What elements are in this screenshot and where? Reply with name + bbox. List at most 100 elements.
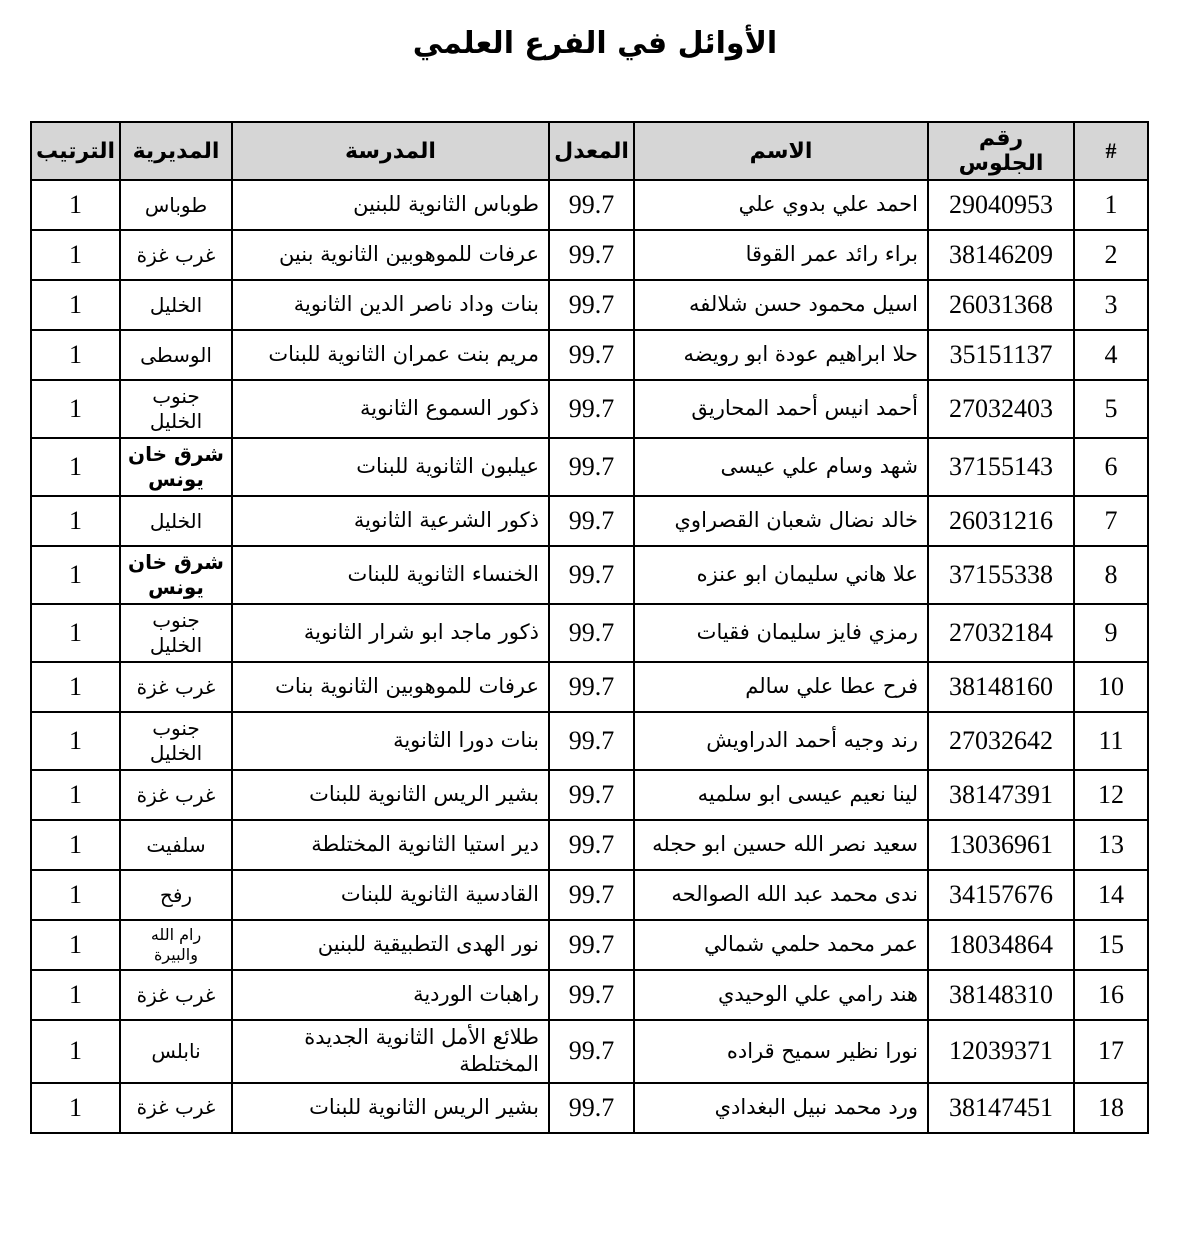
cell-rank: 1 [30,379,121,439]
cell-rank: 1 [30,545,121,605]
cell-directorate: الخليل [119,495,233,547]
cell-index: 18 [1073,1081,1149,1134]
table-row: 4 35151137 حلا ابراهيم عودة ابو رويضه 99… [30,329,1149,381]
cell-seat-number: 38146209 [927,229,1075,281]
cell-average: 99.7 [548,545,635,605]
cell-average: 99.7 [548,437,635,497]
cell-average: 99.7 [548,329,635,381]
cell-student-name: ورد محمد نبيل البغدادي [633,1081,929,1134]
cell-seat-number: 18034864 [927,919,1075,971]
cell-directorate: جنوب الخليل [119,603,233,663]
cell-index: 13 [1073,819,1149,871]
cell-average: 99.7 [548,969,635,1021]
cell-directorate: الخليل [119,279,233,331]
cell-directorate: جنوب الخليل [119,379,233,439]
cell-index: 11 [1073,711,1149,771]
cell-average: 99.7 [548,661,635,713]
table-row: 5 27032403 أحمد انيس أحمد المحاريق 99.7 … [30,379,1149,439]
column-header-school: المدرسة [231,121,550,181]
cell-school: ذكور ماجد ابو شرار الثانوية [231,603,550,663]
cell-index: 14 [1073,869,1149,921]
cell-rank: 1 [30,1019,121,1084]
cell-student-name: لينا نعيم عيسى ابو سلميه [633,769,929,821]
cell-index: 9 [1073,603,1149,663]
table-row: 3 26031368 اسيل محمود حسن شلالفه 99.7 بن… [30,279,1149,331]
column-header-average: المعدل [548,121,635,181]
cell-average: 99.7 [548,1081,635,1134]
cell-school: الخنساء الثانوية للبنات [231,545,550,605]
cell-student-name: رند وجيه أحمد الدراويش [633,711,929,771]
table-row: 8 37155338 علا هاني سليمان ابو عنزه 99.7… [30,545,1149,605]
cell-seat-number: 29040953 [927,179,1075,231]
table-row: 11 27032642 رند وجيه أحمد الدراويش 99.7 … [30,711,1149,771]
cell-directorate: رام الله والبيرة [119,919,233,971]
cell-school: طوباس الثانوية للبنين [231,179,550,231]
table-row: 2 38146209 براء رائد عمر القوقا 99.7 عرف… [30,229,1149,281]
cell-rank: 1 [30,711,121,771]
cell-average: 99.7 [548,1019,635,1084]
cell-rank: 1 [30,279,121,331]
cell-index: 2 [1073,229,1149,281]
cell-student-name: خالد نضال شعبان القصراوي [633,495,929,547]
cell-index: 6 [1073,437,1149,497]
cell-average: 99.7 [548,819,635,871]
cell-school: بنات دورا الثانوية [231,711,550,771]
table-row: 14 34157676 ندى محمد عبد الله الصوالحه 9… [30,869,1149,921]
cell-rank: 1 [30,179,121,231]
cell-school: بشير الريس الثانوية للبنات [231,1081,550,1134]
table-row: 13 13036961 سعيد نصر الله حسين ابو حجله … [30,819,1149,871]
cell-student-name: اسيل محمود حسن شلالفه [633,279,929,331]
table-body: 1 29040953 احمد علي بدوي علي 99.7 طوباس … [30,179,1149,1134]
cell-student-name: هند رامي علي الوحيدي [633,969,929,1021]
table-row: 18 38147451 ورد محمد نبيل البغدادي 99.7 … [30,1081,1149,1134]
cell-directorate: غرب غزة [119,769,233,821]
cell-rank: 1 [30,603,121,663]
cell-seat-number: 26031216 [927,495,1075,547]
cell-school: ذكور السموع الثانوية [231,379,550,439]
cell-school: عيلبون الثانوية للبنات [231,437,550,497]
cell-directorate: غرب غزة [119,661,233,713]
cell-student-name: براء رائد عمر القوقا [633,229,929,281]
cell-school: بنات وداد ناصر الدين الثانوية [231,279,550,331]
cell-school: بشير الريس الثانوية للبنات [231,769,550,821]
cell-directorate: غرب غزة [119,1081,233,1134]
cell-seat-number: 12039371 [927,1019,1075,1084]
cell-directorate: غرب غزة [119,969,233,1021]
cell-student-name: ندى محمد عبد الله الصوالحه [633,869,929,921]
cell-average: 99.7 [548,769,635,821]
column-header-directorate: المديرية [119,121,233,181]
cell-index: 10 [1073,661,1149,713]
page-title: الأوائل في الفرع العلمي [412,26,778,61]
column-header-seat-number: رقم الجلوس [927,121,1075,181]
cell-school: عرفات للموهوبين الثانوية بنين [231,229,550,281]
cell-seat-number: 27032184 [927,603,1075,663]
cell-seat-number: 35151137 [927,329,1075,381]
cell-school: القادسية الثانوية للبنات [231,869,550,921]
cell-average: 99.7 [548,179,635,231]
table-row: 1 29040953 احمد علي بدوي علي 99.7 طوباس … [30,179,1149,231]
cell-index: 3 [1073,279,1149,331]
cell-school: راهبات الوردية [231,969,550,1021]
cell-rank: 1 [30,769,121,821]
cell-average: 99.7 [548,869,635,921]
cell-average: 99.7 [548,379,635,439]
cell-school: طلائع الأمل الثانوية الجديدة المختلطة [231,1019,550,1084]
cell-index: 5 [1073,379,1149,439]
cell-rank: 1 [30,969,121,1021]
cell-index: 7 [1073,495,1149,547]
cell-student-name: رمزي فايز سليمان فقيات [633,603,929,663]
results-table: # رقم الجلوس الاسم المعدل المدرسة المدير… [30,121,1149,1134]
cell-seat-number: 13036961 [927,819,1075,871]
cell-average: 99.7 [548,495,635,547]
cell-directorate: رفح [119,869,233,921]
cell-student-name: علا هاني سليمان ابو عنزه [633,545,929,605]
cell-rank: 1 [30,1081,121,1134]
cell-seat-number: 38147391 [927,769,1075,821]
cell-school: نور الهدى التطبيقية للبنين [231,919,550,971]
header-row: # رقم الجلوس الاسم المعدل المدرسة المدير… [30,121,1149,181]
cell-directorate: طوباس [119,179,233,231]
cell-rank: 1 [30,869,121,921]
cell-directorate: غرب غزة [119,229,233,281]
cell-seat-number: 26031368 [927,279,1075,331]
column-header-name: الاسم [633,121,929,181]
